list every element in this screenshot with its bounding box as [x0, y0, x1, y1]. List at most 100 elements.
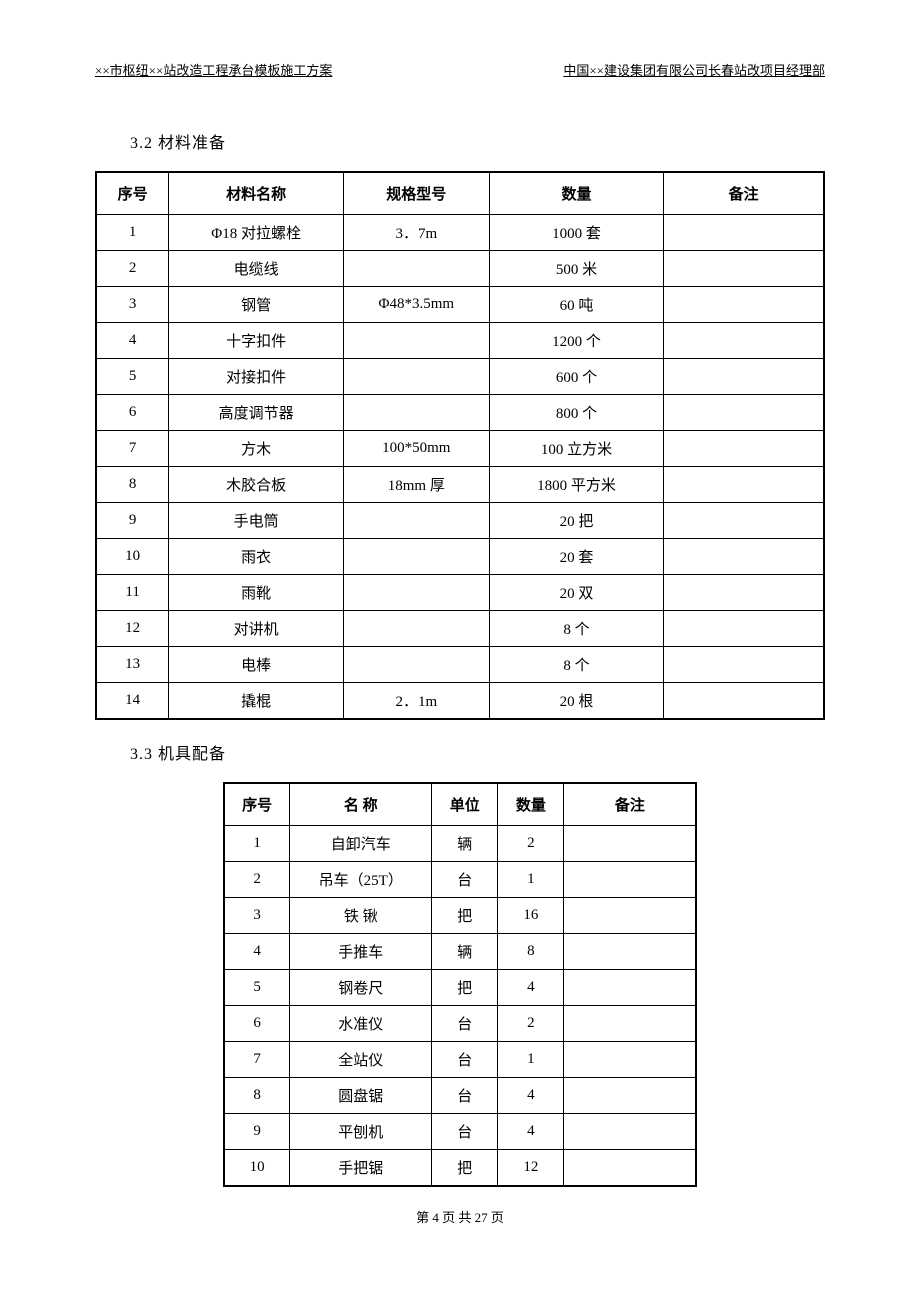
- table-cell: 12: [498, 1150, 564, 1187]
- table-cell: 手推车: [290, 934, 432, 970]
- table-cell: 9: [96, 503, 169, 539]
- table-cell: [564, 1042, 696, 1078]
- table-cell: [664, 647, 824, 683]
- table-cell: 2: [498, 1006, 564, 1042]
- table-cell: [564, 934, 696, 970]
- table-cell: 圆盘锯: [290, 1078, 432, 1114]
- table-row: 4十字扣件1200 个: [96, 323, 824, 359]
- table-cell: 1800 平方米: [489, 467, 664, 503]
- col-remark: 备注: [664, 172, 824, 215]
- table-cell: 雨衣: [169, 539, 344, 575]
- table-cell: 钢管: [169, 287, 344, 323]
- materials-table: 序号 材料名称 规格型号 数量 备注 1Φ18 对拉螺栓3．7m1000 套2电…: [95, 171, 825, 720]
- table-header-row: 序号 材料名称 规格型号 数量 备注: [96, 172, 824, 215]
- table-cell: [344, 503, 490, 539]
- table-cell: 1200 个: [489, 323, 664, 359]
- table-cell: 10: [224, 1150, 290, 1187]
- table-cell: 辆: [432, 826, 498, 862]
- table-row: 8木胶合板18mm 厚1800 平方米: [96, 467, 824, 503]
- table-cell: 电缆线: [169, 251, 344, 287]
- table-cell: 16: [498, 898, 564, 934]
- table-cell: 1: [96, 215, 169, 251]
- table-cell: 4: [498, 970, 564, 1006]
- table-cell: [564, 1006, 696, 1042]
- table-cell: 把: [432, 1150, 498, 1187]
- table-cell: 方木: [169, 431, 344, 467]
- table-cell: [344, 251, 490, 287]
- table-cell: 平刨机: [290, 1114, 432, 1150]
- table-cell: 11: [96, 575, 169, 611]
- table-cell: 1: [498, 862, 564, 898]
- table-cell: [564, 970, 696, 1006]
- table-cell: 辆: [432, 934, 498, 970]
- table-cell: 4: [498, 1114, 564, 1150]
- table-cell: 10: [96, 539, 169, 575]
- table-cell: 2．1m: [344, 683, 490, 720]
- table-cell: [664, 611, 824, 647]
- page-footer: 第 4 页 共 27 页: [95, 1207, 825, 1226]
- table-row: 2电缆线500 米: [96, 251, 824, 287]
- table-cell: [344, 323, 490, 359]
- table-cell: 对讲机: [169, 611, 344, 647]
- table-cell: [344, 395, 490, 431]
- table-cell: [344, 539, 490, 575]
- table-row: 7全站仪台1: [224, 1042, 697, 1078]
- table-cell: 6: [96, 395, 169, 431]
- table-cell: [664, 395, 824, 431]
- table-cell: 1: [224, 826, 290, 862]
- table-cell: 100*50mm: [344, 431, 490, 467]
- table-cell: [344, 647, 490, 683]
- page-header: ××市枢纽××站改造工程承台模板施工方案 中国××建设集团有限公司长春站改项目经…: [95, 60, 825, 79]
- table-row: 9手电筒 20 把: [96, 503, 824, 539]
- table-cell: 8 个: [489, 647, 664, 683]
- table-cell: 手把锯: [290, 1150, 432, 1187]
- table-cell: [664, 431, 824, 467]
- table-cell: 2: [224, 862, 290, 898]
- table-cell: 7: [96, 431, 169, 467]
- table-cell: 钢卷尺: [290, 970, 432, 1006]
- col-spec: 规格型号: [344, 172, 490, 215]
- table-cell: 4: [498, 1078, 564, 1114]
- table-cell: 把: [432, 898, 498, 934]
- table-cell: 7: [224, 1042, 290, 1078]
- table-row: 12对讲机8 个: [96, 611, 824, 647]
- table-cell: [664, 359, 824, 395]
- table-cell: [564, 826, 696, 862]
- table-row: 3铁 锹把16: [224, 898, 697, 934]
- table-cell: 5: [96, 359, 169, 395]
- col-serial: 序号: [224, 783, 290, 826]
- table-cell: [344, 575, 490, 611]
- table-cell: 木胶合板: [169, 467, 344, 503]
- table-row: 5对接扣件600 个: [96, 359, 824, 395]
- table-cell: 12: [96, 611, 169, 647]
- table-cell: 把: [432, 970, 498, 1006]
- table-row: 4手推车辆8: [224, 934, 697, 970]
- table-cell: 1: [498, 1042, 564, 1078]
- table-row: 13电棒8 个: [96, 647, 824, 683]
- table-cell: 3．7m: [344, 215, 490, 251]
- table-cell: 500 米: [489, 251, 664, 287]
- header-right: 中国××建设集团有限公司长春站改项目经理部: [563, 60, 825, 79]
- table-cell: 台: [432, 1042, 498, 1078]
- table-cell: 20 把: [489, 503, 664, 539]
- table-row: 11雨靴20 双: [96, 575, 824, 611]
- table-row: 1Φ18 对拉螺栓3．7m1000 套: [96, 215, 824, 251]
- table-cell: 3: [224, 898, 290, 934]
- table-cell: [664, 287, 824, 323]
- table-cell: [344, 611, 490, 647]
- table-cell: [344, 359, 490, 395]
- table-cell: 手电筒: [169, 503, 344, 539]
- table-cell: 高度调节器: [169, 395, 344, 431]
- table-cell: 3: [96, 287, 169, 323]
- table-cell: 20 套: [489, 539, 664, 575]
- table-cell: 2: [498, 826, 564, 862]
- equipment-tbody: 1自卸汽车辆22吊车（25T）台13铁 锹把164手推车辆85钢卷尺把46水准仪…: [224, 826, 697, 1187]
- table-cell: [664, 575, 824, 611]
- table-cell: [664, 683, 824, 720]
- col-name: 名 称: [290, 783, 432, 826]
- table-row: 9平刨机台4: [224, 1114, 697, 1150]
- table-row: 7方木100*50mm100 立方米: [96, 431, 824, 467]
- col-remark: 备注: [564, 783, 696, 826]
- table-cell: 台: [432, 1006, 498, 1042]
- table-header-row: 序号 名 称 单位 数量 备注: [224, 783, 697, 826]
